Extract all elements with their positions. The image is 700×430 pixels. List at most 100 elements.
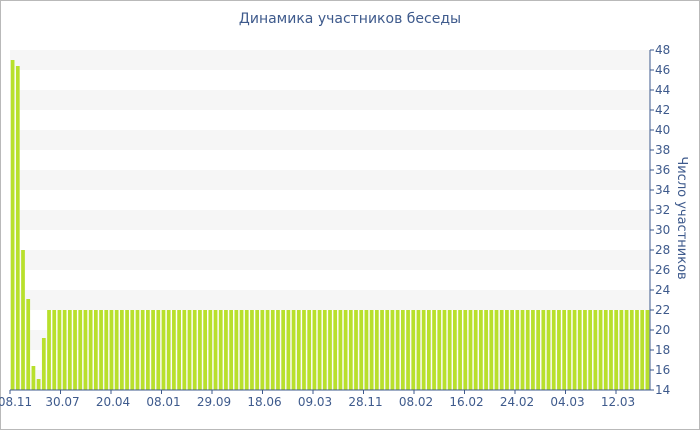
bar bbox=[229, 310, 234, 390]
bar bbox=[15, 66, 20, 390]
bar bbox=[182, 310, 187, 390]
y-tick-labels: 14 16 18 20 22 24 26 28 30 32 34 36 38 40 42 44 46 48 bbox=[655, 43, 670, 397]
x-tick-labels: 08.11 30.07 20.04 08.01 29.09 18.06 09.03 28.11… bbox=[0, 395, 635, 409]
bar bbox=[411, 310, 416, 390]
bar bbox=[577, 310, 582, 390]
bar bbox=[187, 310, 192, 390]
grid-band bbox=[10, 90, 650, 110]
bar bbox=[510, 310, 514, 390]
bar bbox=[369, 310, 374, 390]
bar bbox=[531, 310, 535, 390]
bar bbox=[624, 310, 629, 390]
bar bbox=[296, 310, 301, 390]
x-tick-label: 16.02 bbox=[449, 395, 483, 409]
y-tick-label: 38 bbox=[655, 143, 670, 157]
y-tick-label: 20 bbox=[655, 323, 670, 337]
bar bbox=[588, 310, 593, 390]
bar bbox=[224, 310, 228, 390]
bar bbox=[10, 60, 15, 390]
bar bbox=[364, 310, 369, 390]
bar bbox=[276, 310, 280, 390]
bar bbox=[447, 310, 452, 390]
bar bbox=[114, 310, 119, 390]
bar bbox=[88, 310, 93, 390]
bar bbox=[135, 310, 140, 390]
y-tick-label: 34 bbox=[655, 183, 670, 197]
bar bbox=[473, 310, 478, 390]
bar bbox=[505, 310, 509, 390]
bar bbox=[426, 310, 431, 390]
bar bbox=[458, 310, 462, 390]
y-tick-label: 30 bbox=[655, 223, 670, 237]
x-tick-label: 08.01 bbox=[146, 395, 180, 409]
bar bbox=[146, 310, 150, 390]
bar bbox=[416, 310, 421, 390]
x-tick-label: 30.07 bbox=[45, 395, 79, 409]
bar bbox=[265, 310, 270, 390]
bar bbox=[172, 310, 176, 390]
bar bbox=[218, 310, 223, 390]
bar bbox=[161, 310, 166, 390]
bar bbox=[432, 310, 436, 390]
x-tick-label: 18.06 bbox=[247, 395, 281, 409]
bar bbox=[244, 310, 249, 390]
bar bbox=[348, 310, 353, 390]
bar bbox=[557, 310, 561, 390]
bar bbox=[421, 310, 426, 390]
grid-band bbox=[10, 50, 650, 70]
y-tick-label: 32 bbox=[655, 203, 670, 217]
y-tick-label: 36 bbox=[655, 163, 670, 177]
bar bbox=[239, 310, 244, 390]
x-tick-label: 29.09 bbox=[197, 395, 231, 409]
axes bbox=[9, 49, 654, 394]
bar bbox=[400, 310, 405, 390]
bar bbox=[31, 366, 36, 390]
bar bbox=[390, 310, 395, 390]
x-tick-label: 09.03 bbox=[298, 395, 332, 409]
bar bbox=[307, 310, 312, 390]
bars bbox=[10, 60, 650, 390]
bar bbox=[562, 310, 567, 390]
bar bbox=[359, 310, 364, 390]
bar bbox=[619, 310, 624, 390]
bar bbox=[635, 310, 639, 390]
bar bbox=[234, 310, 239, 390]
bar bbox=[406, 310, 410, 390]
bar bbox=[26, 299, 31, 390]
bar bbox=[494, 310, 499, 390]
bar bbox=[484, 310, 488, 390]
bar bbox=[338, 310, 343, 390]
bar bbox=[57, 310, 62, 390]
grid-band bbox=[10, 170, 650, 190]
bar bbox=[198, 310, 202, 390]
x-tick-label: 28.11 bbox=[348, 395, 382, 409]
bar bbox=[99, 310, 103, 390]
bar bbox=[343, 310, 348, 390]
bar bbox=[177, 310, 181, 390]
bar bbox=[603, 310, 608, 390]
bar bbox=[208, 310, 213, 390]
bar bbox=[125, 310, 129, 390]
bar bbox=[36, 379, 41, 390]
bar bbox=[640, 310, 645, 390]
x-tick-label: 08.11 bbox=[0, 395, 32, 409]
bar bbox=[328, 310, 332, 390]
bar bbox=[73, 310, 77, 390]
bar bbox=[520, 310, 525, 390]
y-tick-label: 24 bbox=[655, 283, 670, 297]
bar bbox=[166, 310, 171, 390]
bar bbox=[572, 310, 577, 390]
bar bbox=[255, 310, 260, 390]
y-tick-label: 22 bbox=[655, 303, 670, 317]
bar bbox=[281, 310, 286, 390]
bar bbox=[67, 310, 72, 390]
y-tick-label: 28 bbox=[655, 243, 670, 257]
bar bbox=[156, 310, 161, 390]
bar bbox=[250, 310, 254, 390]
y-tick-label: 40 bbox=[655, 123, 670, 137]
bar bbox=[213, 310, 218, 390]
x-tick-label: 12.03 bbox=[601, 395, 635, 409]
x-tick-label: 24.02 bbox=[500, 395, 534, 409]
y-tick-label: 26 bbox=[655, 263, 670, 277]
